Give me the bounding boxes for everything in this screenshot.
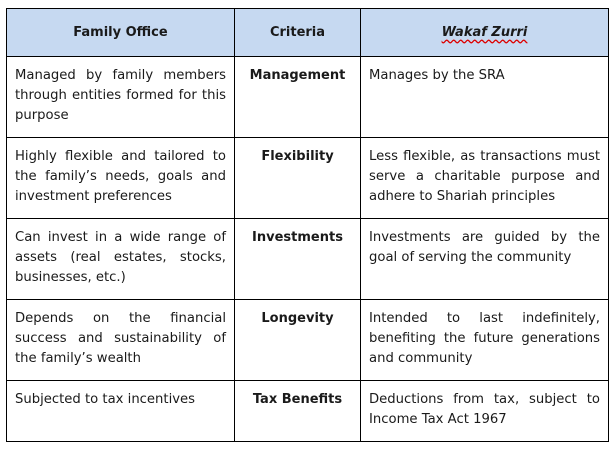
- table-row: Managed by family members through entiti…: [6, 56, 609, 138]
- header-criteria: Criteria: [234, 8, 361, 57]
- criteria-cell: Tax Benefits: [234, 380, 361, 442]
- wakaf-zurri-cell: Intended to last indefinitely, benefitin…: [360, 299, 609, 381]
- family-office-cell: Highly flexible and tailored to the fami…: [6, 137, 235, 219]
- comparison-table: Family Office Criteria Wakaf Zurri Manag…: [6, 8, 609, 442]
- family-office-cell: Subjected to tax incentives: [6, 380, 235, 442]
- criteria-cell: Longevity: [234, 299, 361, 381]
- criteria-cell: Management: [234, 56, 361, 138]
- wakaf-zurri-cell: Deductions from tax, subject to Income T…: [360, 380, 609, 442]
- criteria-cell: Flexibility: [234, 137, 361, 219]
- header-family-office: Family Office: [6, 8, 235, 57]
- wakaf-zurri-cell: Less flexible, as transactions must serv…: [360, 137, 609, 219]
- table-row: Subjected to tax incentives Tax Benefits…: [6, 380, 609, 442]
- header-wakaf-zurri-label: Wakaf Zurri: [441, 24, 528, 40]
- wakaf-zurri-cell: Investments are guided by the goal of se…: [360, 218, 609, 300]
- family-office-cell: Managed by family members through entiti…: [6, 56, 235, 138]
- header-row: Family Office Criteria Wakaf Zurri: [6, 8, 609, 57]
- table-row: Can invest in a wide range of assets (re…: [6, 218, 609, 300]
- family-office-cell: Can invest in a wide range of assets (re…: [6, 218, 235, 300]
- family-office-cell: Depends on the financial success and sus…: [6, 299, 235, 381]
- criteria-cell: Investments: [234, 218, 361, 300]
- wakaf-zurri-cell: Manages by the SRA: [360, 56, 609, 138]
- table-row: Depends on the financial success and sus…: [6, 299, 609, 381]
- table-row: Highly flexible and tailored to the fami…: [6, 137, 609, 219]
- header-wakaf-zurri: Wakaf Zurri: [360, 8, 609, 57]
